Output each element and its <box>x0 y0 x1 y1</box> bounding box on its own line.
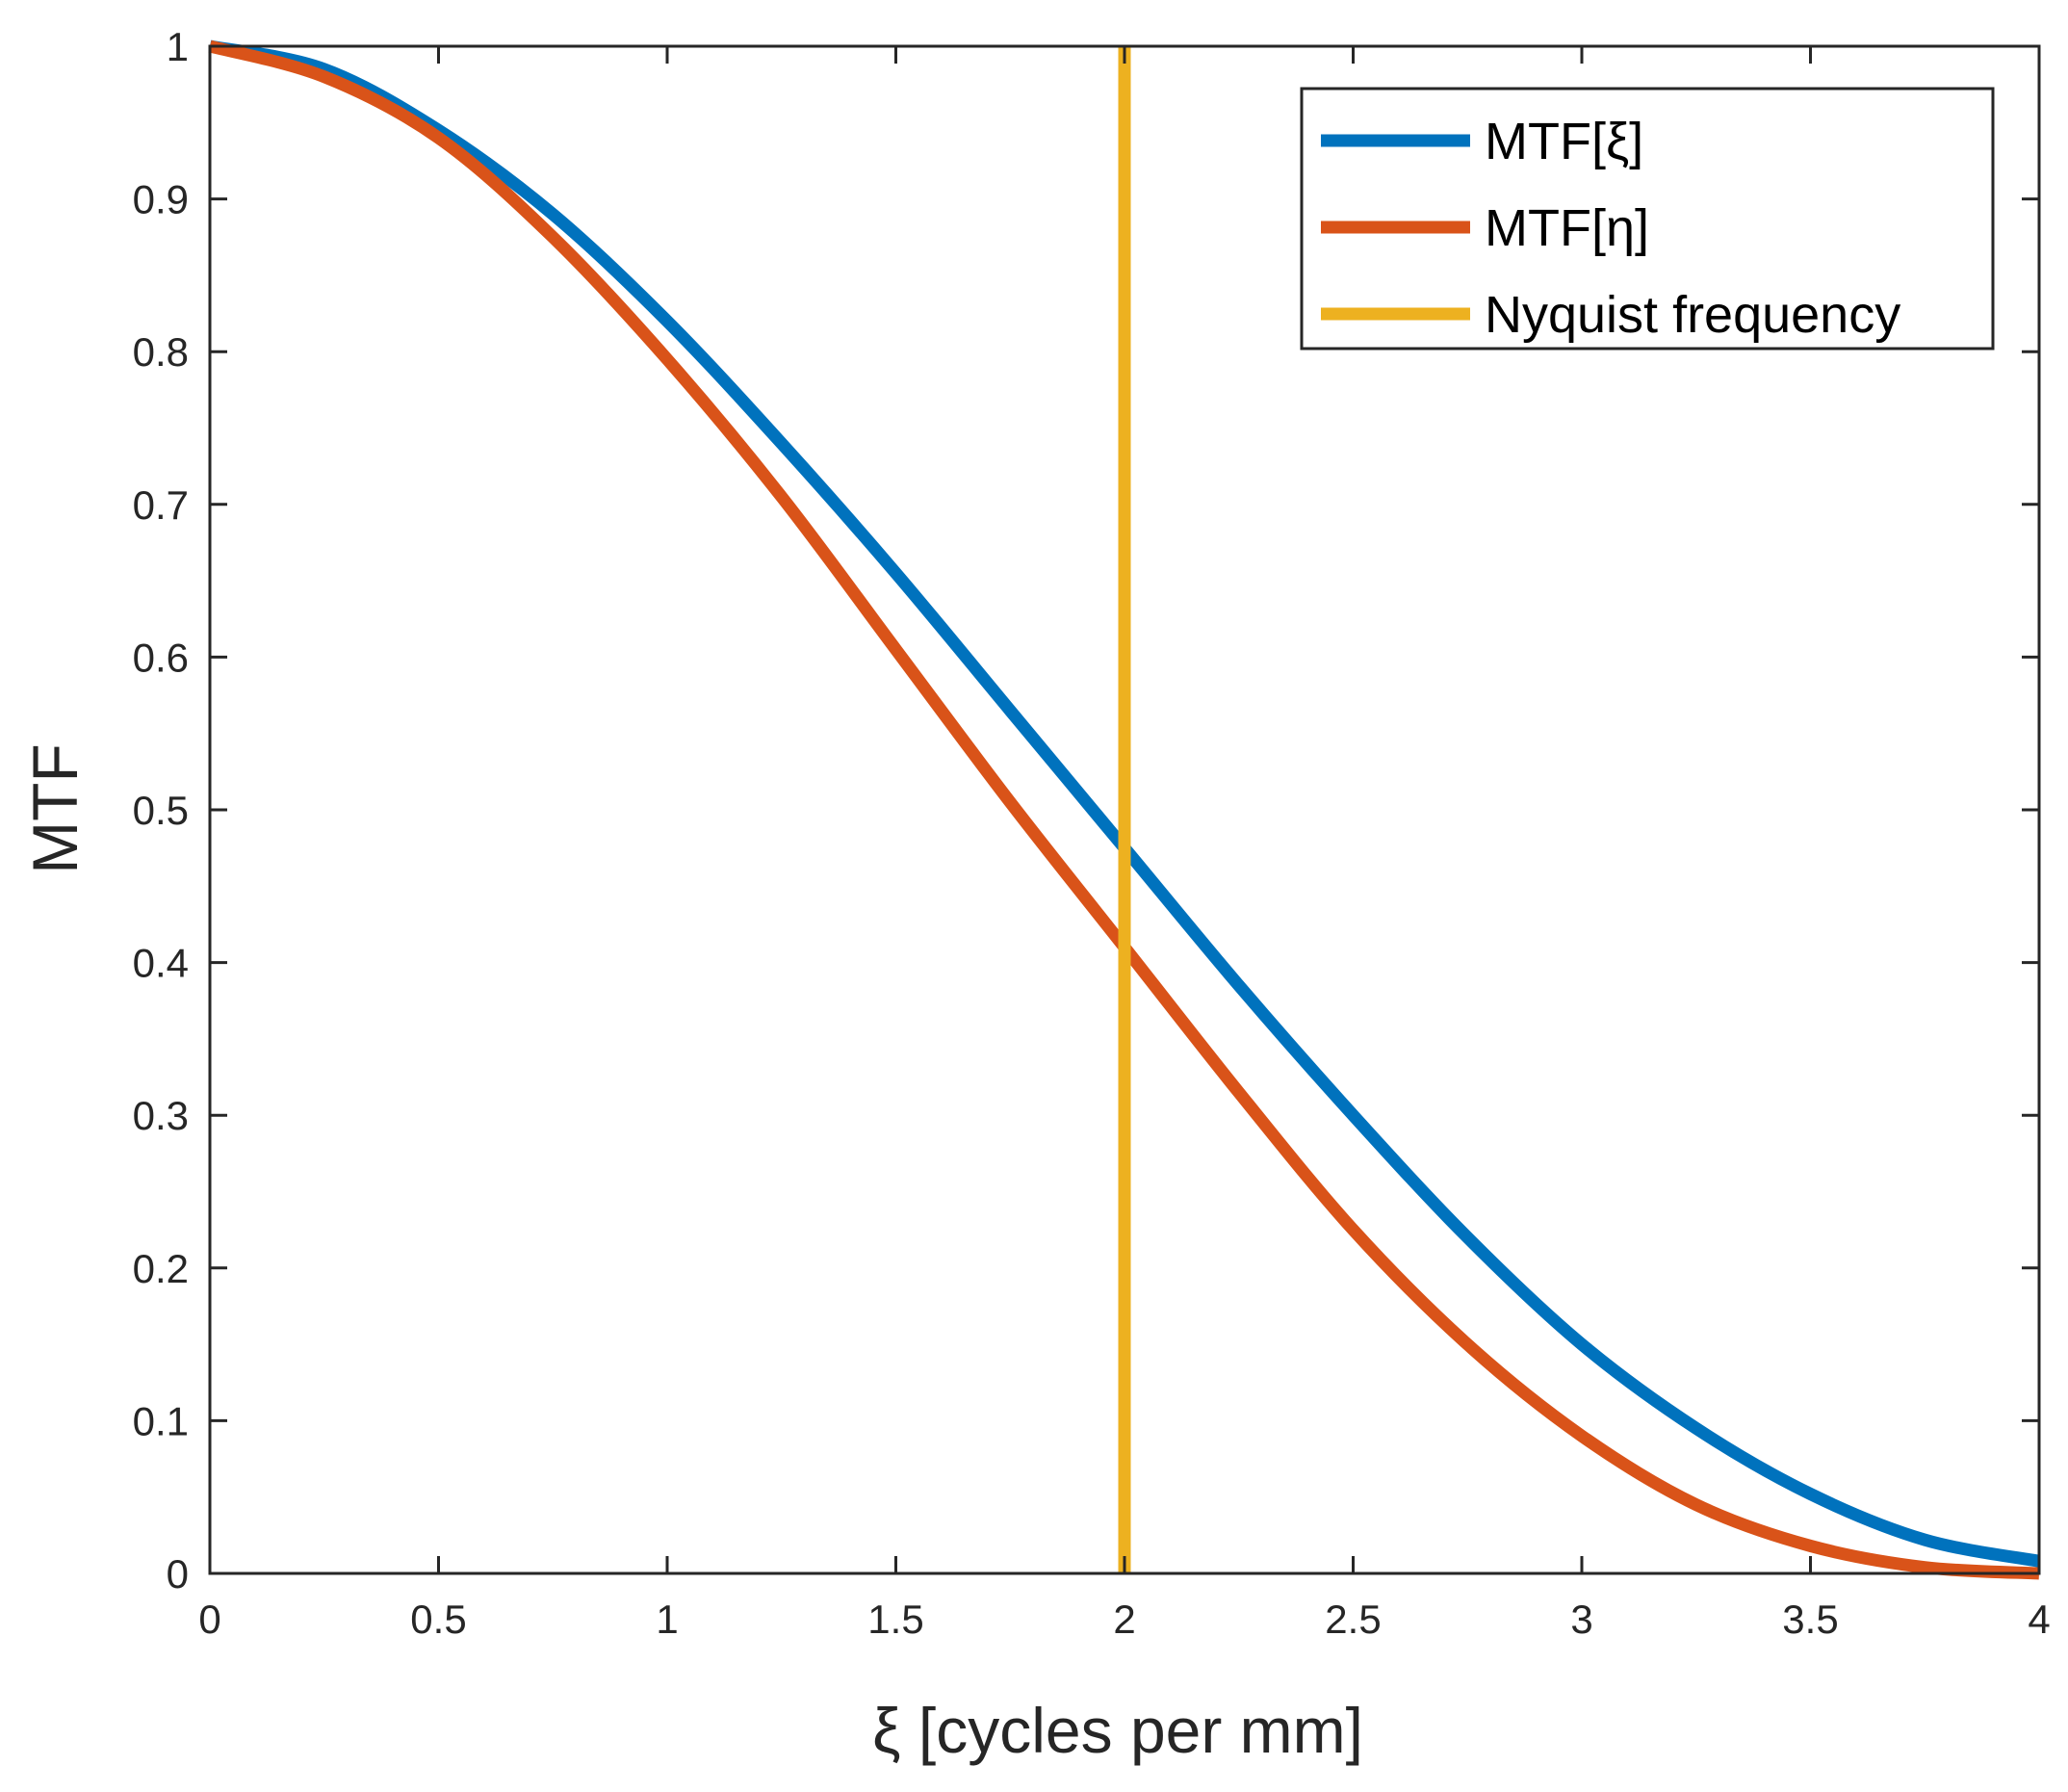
y-tick-label: 0.5 <box>133 788 189 833</box>
series-line-mtf-eta <box>208 39 2040 1580</box>
x-tick-label: 3 <box>1570 1597 1592 1642</box>
x-tick-label: 3.5 <box>1782 1597 1838 1642</box>
y-tick-label: 0.7 <box>133 482 189 528</box>
y-tick-label: 0.6 <box>133 635 189 680</box>
x-tick-label: 1 <box>656 1597 678 1642</box>
y-tick-label: 0.9 <box>133 177 189 222</box>
legend-label: Nyquist frequency <box>1485 286 1900 344</box>
x-tick-label: 0.5 <box>410 1597 466 1642</box>
x-axis-title: ξ [cycles per mm] <box>872 1695 1363 1766</box>
x-tick-label: 0 <box>198 1597 220 1642</box>
y-tick-label: 0.3 <box>133 1093 189 1138</box>
y-tick-label: 0.1 <box>133 1398 189 1443</box>
y-tick-label: 0.8 <box>133 329 189 375</box>
legend-label: MTF[ξ] <box>1485 113 1643 170</box>
x-tick-label: 1.5 <box>867 1597 923 1642</box>
y-tick-label: 0.2 <box>133 1246 189 1291</box>
legend: MTF[ξ] MTF[η] Nyquist frequency <box>1300 87 1995 351</box>
y-tick-label: 0 <box>167 1551 189 1597</box>
x-tick-label: 2.5 <box>1325 1597 1381 1642</box>
x-tick-label: 2 <box>1113 1597 1135 1642</box>
legend-box <box>1300 87 1995 351</box>
y-tick-label: 1 <box>167 24 189 69</box>
x-tick-label: 4 <box>2028 1597 2050 1642</box>
y-axis-title: MTF <box>19 743 90 874</box>
legend-label: MTF[η] <box>1485 199 1649 257</box>
y-tick-label: 0.4 <box>133 941 189 986</box>
